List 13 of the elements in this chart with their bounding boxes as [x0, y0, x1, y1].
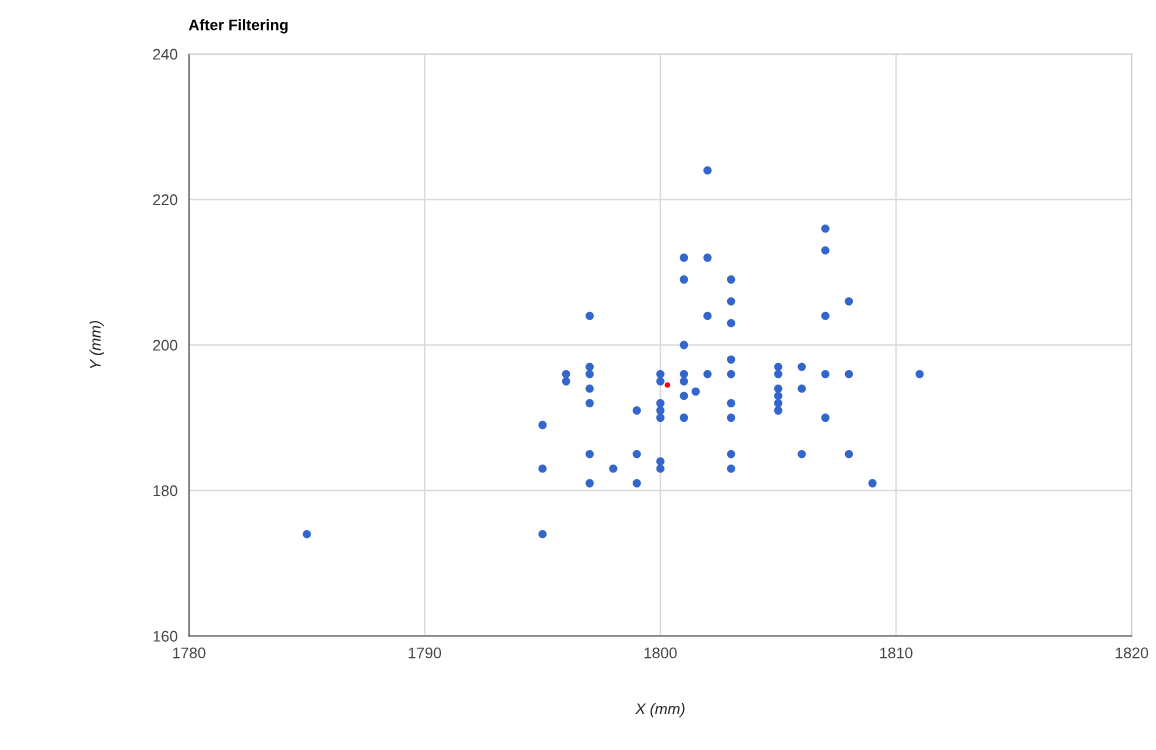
x-tick-label: 1780 [173, 647, 206, 659]
x-tick-label: 1790 [408, 647, 442, 659]
y-tick-label: 200 [153, 339, 178, 351]
y-tick-label: 240 [153, 48, 178, 60]
y-tick-label: 160 [153, 630, 178, 642]
x-tick-label: 1800 [644, 647, 677, 659]
x-tick-label: 1820 [1115, 647, 1149, 659]
y-tick-label: 180 [153, 485, 178, 497]
y-tick-label: 220 [153, 194, 178, 206]
x-axis-title: X (mm) [635, 703, 685, 718]
chart-title: After Filtering [188, 19, 288, 34]
x-tick-label: 1810 [880, 647, 913, 659]
y-axis-title: Y (mm) [89, 321, 104, 369]
